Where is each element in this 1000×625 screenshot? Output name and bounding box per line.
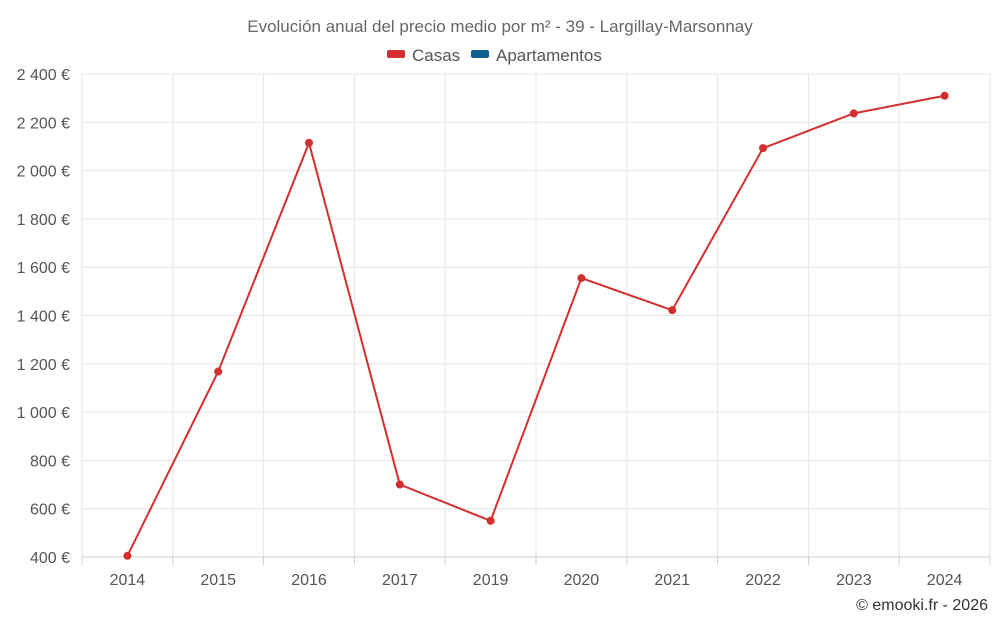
- legend: Casas Apartamentos: [387, 46, 602, 65]
- x-tick-label: 2021: [654, 572, 690, 589]
- data-point-casas-2017[interactable]: [395, 480, 404, 489]
- legend-item-casas[interactable]: Casas: [387, 46, 460, 65]
- chart-title: Evolución anual del precio medio por m² …: [247, 17, 753, 36]
- y-tick-label: 1 000 €: [17, 405, 70, 422]
- data-point-casas-2023[interactable]: [849, 109, 858, 118]
- series-casas: [123, 91, 949, 560]
- y-tick-label: 1 400 €: [17, 309, 70, 326]
- data-point-casas-2015[interactable]: [214, 367, 223, 376]
- y-tick-label: 1 800 €: [17, 212, 70, 229]
- x-tick-label: 2023: [836, 572, 872, 589]
- x-tick-label: 2019: [473, 572, 509, 589]
- data-point-casas-2016[interactable]: [305, 138, 313, 147]
- y-tick-label: 400 €: [30, 550, 70, 567]
- data-point-casas-2014[interactable]: [123, 551, 132, 560]
- data-point-casas-2021[interactable]: [668, 306, 677, 315]
- legend-swatch-casas: [387, 50, 405, 58]
- y-tick-label: 1 600 €: [17, 260, 70, 277]
- legend-swatch-apartamentos: [471, 50, 489, 58]
- x-tick-label: 2016: [291, 572, 327, 589]
- x-tick-label: 2017: [382, 572, 418, 589]
- y-axis-ticks: 400 € 600 € 800 € 1 000 € 1 200 € 1 400 € 1 60…: [17, 67, 70, 567]
- x-axis-ticks: 2014 2015 2016 2017 2019 2020 2021 2022 2023 2024: [81, 557, 991, 589]
- x-tick-label: 2015: [200, 572, 236, 589]
- y-tick-label: 1 200 €: [17, 357, 70, 374]
- y-tick-label: 2 400 €: [17, 67, 70, 84]
- y-tick-label: 600 €: [30, 502, 70, 519]
- y-tick-label: 2 200 €: [17, 115, 70, 132]
- legend-label-apartamentos: Apartamentos: [496, 46, 602, 65]
- legend-label-casas: Casas: [412, 46, 460, 65]
- legend-item-apartamentos[interactable]: Apartamentos: [471, 46, 602, 65]
- series-line-casas: [126, 94, 945, 557]
- data-point-casas-2022[interactable]: [759, 144, 767, 153]
- y-tick-label: 800 €: [30, 453, 70, 470]
- x-tick-label: 2022: [745, 572, 781, 589]
- data-point-casas-2024[interactable]: [940, 91, 949, 100]
- credit-text: © emooki.fr - 2026: [856, 597, 988, 614]
- y-tick-label: 2 000 €: [17, 164, 70, 181]
- data-point-casas-2020[interactable]: [577, 274, 586, 283]
- x-tick-label: 2020: [564, 572, 600, 589]
- x-tick-label: 2014: [110, 572, 146, 589]
- data-point-casas-2019[interactable]: [486, 516, 495, 525]
- x-tick-label: 2024: [927, 572, 963, 589]
